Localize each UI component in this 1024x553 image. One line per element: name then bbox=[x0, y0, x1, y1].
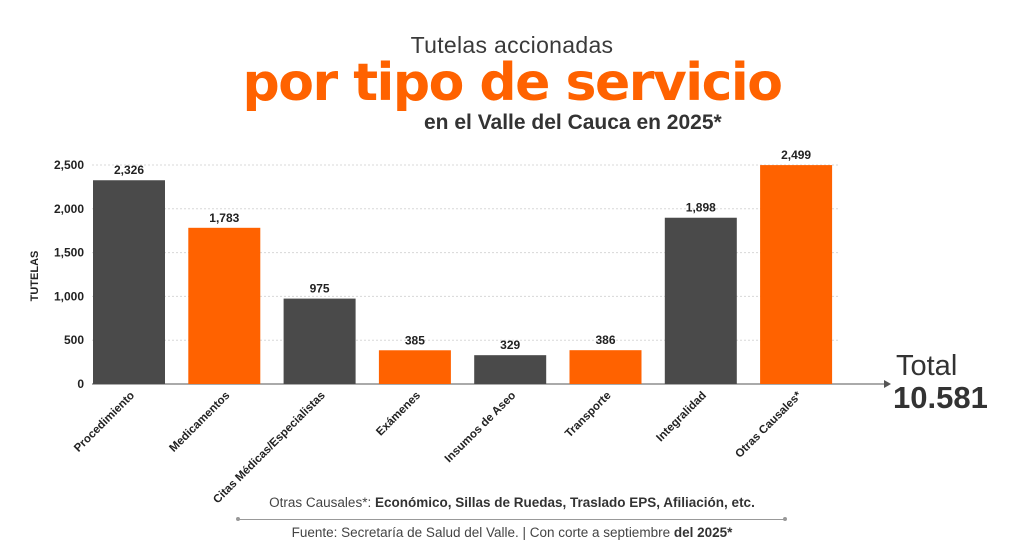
x-axis-arrow bbox=[884, 380, 891, 388]
bar bbox=[188, 227, 261, 384]
bar-value-label: 1,783 bbox=[209, 211, 239, 225]
bar-value-label: 2,326 bbox=[114, 163, 144, 177]
y-axis-title: TUTELAS bbox=[29, 251, 41, 302]
bar-value-label: 329 bbox=[500, 338, 520, 352]
y-tick-label: 2,000 bbox=[54, 202, 84, 216]
chart-title-main: por tipo de servicio bbox=[242, 53, 783, 113]
y-tick-label: 500 bbox=[64, 333, 84, 347]
bar-value-label: 385 bbox=[405, 333, 425, 347]
footnote-prefix: Otras Causales*: bbox=[269, 495, 375, 510]
footnote-divider bbox=[236, 517, 787, 521]
x-category-label: Medicamentos bbox=[167, 390, 232, 455]
x-category-label: Transporte bbox=[563, 390, 614, 441]
footnote-detail: Económico, Sillas de Ruedas, Traslado EP… bbox=[374, 495, 755, 510]
x-category-label: Otras Causales* bbox=[733, 389, 804, 460]
x-category-label: Exámenes bbox=[374, 390, 423, 439]
bar bbox=[474, 355, 547, 384]
bar bbox=[378, 350, 451, 384]
source-line: Fuente: Secretaría de Salud del Valle. |… bbox=[0, 525, 1024, 540]
bar-value-label: 2,499 bbox=[781, 148, 811, 162]
x-category-label: Citas Médicas/Especialistas bbox=[211, 390, 328, 507]
bar bbox=[283, 298, 356, 384]
x-category-label: Procedimiento bbox=[72, 390, 137, 455]
x-category-label: Integralidad bbox=[654, 390, 709, 445]
bar-value-label: 1,898 bbox=[686, 201, 716, 215]
bar-value-label: 975 bbox=[310, 282, 330, 296]
bar bbox=[664, 217, 737, 384]
bar bbox=[760, 165, 833, 384]
chart-title-line-1: Tutelas accionadas bbox=[410, 32, 614, 58]
y-tick-label: 2,500 bbox=[54, 158, 84, 172]
bar-value-label: 386 bbox=[595, 333, 615, 347]
total-value: 10.581 bbox=[893, 380, 988, 415]
y-tick-label: 1,000 bbox=[54, 289, 84, 303]
footnote: Otras Causales*: Económico, Sillas de Ru… bbox=[0, 495, 1024, 510]
chart-subtitle: en el Valle del Cauca en 2025* bbox=[424, 111, 722, 134]
source-prefix: Fuente: Secretaría de Salud del Valle. |… bbox=[291, 525, 674, 540]
bar bbox=[569, 350, 642, 384]
x-category-label: Insumos de Aseo bbox=[443, 390, 519, 466]
y-tick-label: 1,500 bbox=[54, 246, 84, 260]
y-tick-label: 0 bbox=[77, 377, 84, 391]
total-label: Total bbox=[896, 350, 958, 382]
source-bold: del 2025* bbox=[673, 525, 733, 540]
bar bbox=[93, 180, 165, 384]
